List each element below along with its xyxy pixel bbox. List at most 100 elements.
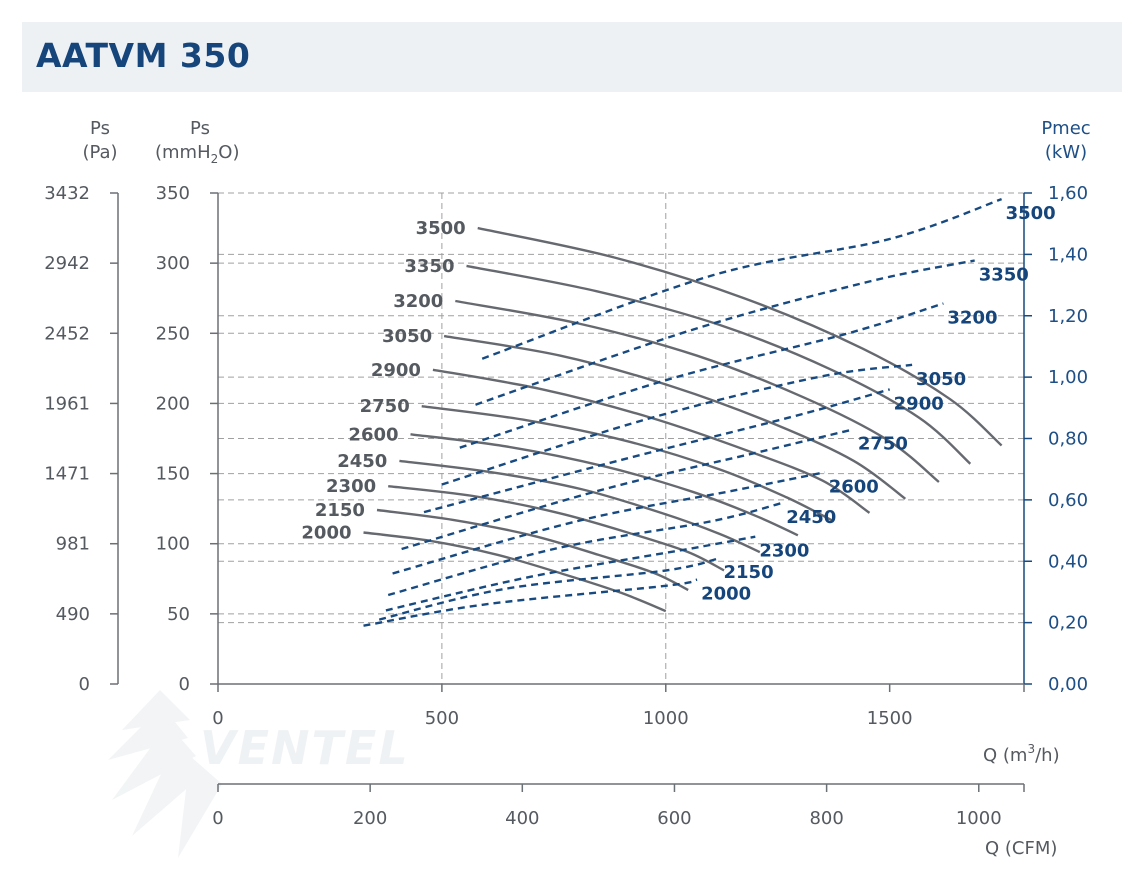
power-curve-label-3050: 3050 xyxy=(916,369,966,390)
power-curve-label-2450: 2450 xyxy=(786,507,836,528)
pmec-tick-label: 0,00 xyxy=(1048,674,1088,695)
pressure-curve-label-2900: 2900 xyxy=(371,360,421,381)
pmec-axis-label-line2: (kW) xyxy=(1045,142,1087,163)
power-curve-label-2000: 2000 xyxy=(701,584,751,605)
pmec-tick-label: 0,40 xyxy=(1048,551,1088,572)
cfm-tick-label: 1000 xyxy=(956,808,1002,829)
power-curve-label-2300: 2300 xyxy=(759,541,809,562)
mmh2o-unit-a: (mmH xyxy=(155,142,211,163)
pmec-tick-label: 1,40 xyxy=(1048,244,1088,265)
pressure-curve-label-2000: 2000 xyxy=(301,522,351,543)
pa-tick-label: 0 xyxy=(79,674,90,695)
x-tick-label: 0 xyxy=(212,708,223,729)
mmh2o-tick-label: 100 xyxy=(156,534,190,555)
watermark-text: VENTEL xyxy=(200,721,410,775)
pressure-curve-label-3350: 3350 xyxy=(404,256,454,277)
q-m3h-label-a: Q (m xyxy=(983,745,1027,766)
q-m3h-label-b: /h) xyxy=(1035,745,1060,766)
cfm-tick-label: 400 xyxy=(505,808,539,829)
mmh2o-unit-sub: 2 xyxy=(211,152,219,166)
pmec-tick-label: 1,20 xyxy=(1048,306,1088,327)
pressure-curve-label-2600: 2600 xyxy=(348,424,398,445)
mmh2o-tick-label: 50 xyxy=(167,604,190,625)
pressure-curve-2900 xyxy=(432,368,871,514)
mmh2o-tick-label: 300 xyxy=(156,253,190,274)
power-curve-label-3200: 3200 xyxy=(947,307,997,328)
pressure-curve-3500 xyxy=(477,226,1003,447)
pa-tick-label: 1961 xyxy=(44,393,90,414)
pressure-curve-2000 xyxy=(363,531,667,613)
power-curve-2300 xyxy=(385,535,756,612)
pmec-tick-label: 0,20 xyxy=(1048,613,1088,634)
power-curve-label-2750: 2750 xyxy=(858,433,908,454)
power-curve-3050 xyxy=(441,363,913,486)
x-tick-label: 1500 xyxy=(867,708,913,729)
pa-axis-label-line1: Ps xyxy=(90,118,110,139)
mmh2o-tick-label: 150 xyxy=(156,464,190,485)
axes: 0 490 981 1471 1961 2452 2942 3432 0 50 100 150 200 2… xyxy=(44,183,1088,829)
pa-tick-label: 2942 xyxy=(44,253,90,274)
pressure-curve-label-2150: 2150 xyxy=(315,500,365,521)
power-curve-2150 xyxy=(378,557,720,621)
pressure-curve-label-2750: 2750 xyxy=(360,396,410,417)
power-curve-2600 xyxy=(392,471,825,575)
q-m3h-label-sup: 3 xyxy=(1027,742,1035,756)
power-curve-label-3500: 3500 xyxy=(1006,203,1056,224)
pa-tick-label: 3432 xyxy=(44,183,90,204)
pa-tick-label: 2452 xyxy=(44,323,90,344)
pressure-curve-label-3200: 3200 xyxy=(393,291,443,312)
pa-tick-label: 1471 xyxy=(44,464,90,485)
power-curve-label-3350: 3350 xyxy=(979,265,1029,286)
pa-axis-label-line2: (Pa) xyxy=(82,142,117,163)
mmh2o-unit-b: O) xyxy=(218,142,239,163)
x-tick-label: 500 xyxy=(425,708,459,729)
pa-tick-label: 981 xyxy=(56,534,90,555)
pressure-curve-2300 xyxy=(388,485,725,572)
mmh2o-axis-label-line1: Ps xyxy=(190,118,210,139)
mmh2o-tick-label: 350 xyxy=(156,183,190,204)
pmec-tick-label: 0,80 xyxy=(1048,429,1088,450)
power-curve-2900 xyxy=(423,388,891,514)
pressure-curve-3350 xyxy=(466,264,972,465)
pa-tick-label: 490 xyxy=(56,604,90,625)
axis-labels: Ps (Pa) Ps (mmH2O) Pmec (kW) Q (m3/h) Q … xyxy=(82,118,1090,859)
pressure-curves: 2000215023002450260027502900305032003350… xyxy=(301,218,1003,613)
pressure-curve-2450 xyxy=(399,459,761,554)
chart-title: AATVM 350 xyxy=(36,36,251,75)
power-curve-2750 xyxy=(401,428,855,551)
pmec-tick-label: 1,00 xyxy=(1048,367,1088,388)
power-curve-2000 xyxy=(363,578,698,627)
cfm-tick-label: 200 xyxy=(353,808,387,829)
power-curve-3500 xyxy=(481,197,1003,360)
pressure-curve-3200 xyxy=(455,299,940,483)
mmh2o-tick-label: 200 xyxy=(156,393,190,414)
pressure-curve-label-3050: 3050 xyxy=(382,326,432,347)
pressure-curve-3050 xyxy=(443,334,907,500)
pressure-curve-label-2450: 2450 xyxy=(337,451,387,472)
power-curve-label-2600: 2600 xyxy=(829,476,879,497)
cfm-tick-label: 0 xyxy=(212,808,223,829)
pmec-axis-label-line1: Pmec xyxy=(1041,118,1090,139)
q-m3h-axis-label: Q (m3/h) xyxy=(983,742,1060,766)
mmh2o-tick-label: 250 xyxy=(156,323,190,344)
pressure-curve-label-3500: 3500 xyxy=(416,218,466,239)
mmh2o-axis-label-line2: (mmH2O) xyxy=(155,142,239,166)
cfm-tick-label: 600 xyxy=(657,808,691,829)
pmec-tick-label: 0,60 xyxy=(1048,490,1088,511)
power-curve-3200 xyxy=(459,302,944,449)
power-curve-label-2900: 2900 xyxy=(894,393,944,414)
power-curve-2450 xyxy=(387,501,783,597)
pressure-curve-2600 xyxy=(410,433,799,537)
power-curve-3350 xyxy=(475,259,975,406)
title-bar: AATVM 350 xyxy=(22,22,1122,92)
pressure-curve-2150 xyxy=(376,508,689,592)
pressure-curve-label-2300: 2300 xyxy=(326,476,376,497)
power-curve-label-2150: 2150 xyxy=(724,562,774,583)
pmec-tick-label: 1,60 xyxy=(1048,183,1088,204)
ventel-watermark-logo: VENTEL xyxy=(108,690,410,858)
mmh2o-tick-label: 0 xyxy=(179,674,190,695)
pressure-curve-2750 xyxy=(421,405,835,523)
x-tick-label: 1000 xyxy=(643,708,689,729)
